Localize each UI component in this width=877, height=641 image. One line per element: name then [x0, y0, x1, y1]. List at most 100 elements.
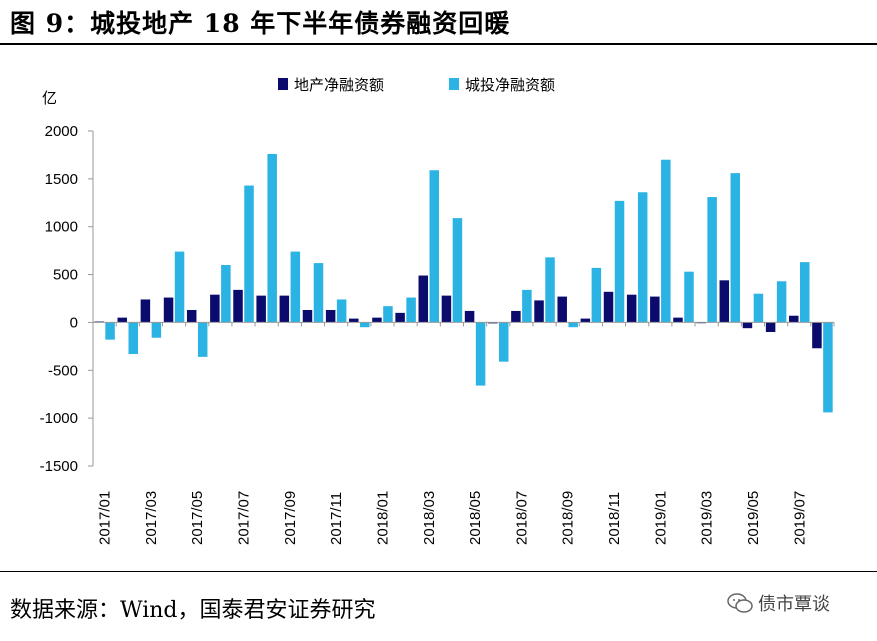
x-tick-label: 2017/05	[189, 491, 206, 545]
bar-lgfv-net-financing	[406, 297, 416, 323]
bar-lgfv-net-financing	[452, 218, 463, 323]
x-tick-label: 2017/03	[143, 491, 160, 545]
y-tick-label: 0	[70, 314, 78, 331]
bar-lgfv-net-financing	[244, 185, 254, 323]
bar-property-net-financing	[650, 296, 660, 323]
bar-property-net-financing	[765, 322, 776, 332]
bar-lgfv-net-financing	[823, 322, 833, 413]
watermark: 债市覃谈	[726, 590, 830, 616]
bar-property-net-financing	[812, 322, 822, 349]
x-tick-label: 2018/03	[421, 491, 438, 545]
bar-property-net-financing	[418, 275, 429, 323]
bar-lgfv-net-financing	[313, 263, 324, 323]
bar-property-net-financing	[302, 309, 313, 323]
bar-lgfv-net-financing	[568, 322, 578, 328]
bar-property-net-financing	[719, 280, 730, 323]
bar-property-net-financing	[626, 294, 637, 323]
bar-property-net-financing	[742, 322, 753, 329]
legend-label: 城投净融资额	[465, 76, 555, 94]
x-tick-label: 2017/07	[236, 491, 253, 545]
x-tick-label: 2017/11	[328, 492, 345, 545]
bar-property-net-financing	[140, 299, 151, 323]
x-tick-label: 2018/11	[606, 492, 623, 545]
watermark-text: 债市覃谈	[758, 594, 830, 615]
source-note: 数据来源：Wind，国泰君安证券研究	[10, 598, 376, 623]
bar-lgfv-net-financing	[730, 173, 741, 323]
y-tick-label: 500	[53, 267, 78, 284]
bar-property-net-financing	[534, 300, 544, 323]
bar-property-net-financing	[511, 310, 521, 323]
y-tick-label: 2000	[45, 123, 78, 140]
bar-lgfv-net-financing	[707, 197, 717, 323]
bar-property-net-financing	[557, 296, 567, 323]
bar-property-net-financing	[233, 289, 243, 323]
bars-group	[94, 153, 833, 413]
x-tick-label: 2019/03	[699, 491, 716, 545]
bar-lgfv-net-financing	[591, 267, 602, 323]
legend-swatch	[449, 78, 459, 90]
bar-lgfv-net-financing	[776, 281, 787, 323]
bar-property-net-financing	[325, 309, 336, 323]
bar-lgfv-net-financing	[151, 322, 162, 338]
bar-property-net-financing	[163, 297, 174, 323]
bar-lgfv-net-financing	[475, 322, 486, 386]
x-axis: 2017/01 2017/03 2017/05 2017/07 2017/09 2017/…	[92, 321, 835, 545]
y-unit-label: 亿	[42, 90, 57, 107]
bar-chart: 地产净融资额 城投净融资额 2000 1500 1000 500 0 -500 -1000 -1…	[40, 76, 835, 545]
bar-property-net-financing	[349, 318, 359, 323]
bar-property-net-financing	[395, 312, 405, 323]
bar-lgfv-net-financing	[522, 289, 532, 323]
bar-lgfv-net-financing	[174, 251, 185, 323]
bar-lgfv-net-financing	[360, 322, 370, 328]
x-tick-label: 2018/07	[513, 491, 530, 545]
bar-lgfv-net-financing	[383, 306, 393, 323]
chart-title: 图 9：城投地产 18 年下半年债券融资回暖	[10, 9, 511, 38]
source-divider	[0, 571, 877, 572]
bar-property-net-financing	[372, 317, 382, 323]
y-tick-label: 1000	[45, 219, 78, 236]
bar-lgfv-net-financing	[637, 192, 648, 323]
y-tick-label: -1500	[40, 458, 78, 475]
bar-lgfv-net-financing	[800, 262, 810, 323]
bar-lgfv-net-financing	[614, 200, 625, 323]
bar-lgfv-net-financing	[661, 159, 671, 323]
x-tick-label: 2017/01	[97, 491, 114, 545]
bar-property-net-financing	[789, 315, 799, 323]
bar-lgfv-net-financing	[267, 153, 277, 323]
bar-property-net-financing	[256, 295, 266, 323]
wechat-icon	[727, 593, 753, 613]
bar-property-net-financing	[117, 317, 127, 323]
bar-lgfv-net-financing	[753, 293, 764, 323]
bar-lgfv-net-financing	[429, 170, 440, 323]
bar-lgfv-net-financing	[336, 299, 347, 323]
bar-property-net-financing	[210, 294, 220, 323]
bar-lgfv-net-financing	[545, 257, 555, 323]
y-tick-label: -500	[48, 362, 78, 379]
bar-property-net-financing	[580, 318, 591, 323]
x-tick-label: 2019/07	[791, 491, 808, 545]
x-tick-label: 2019/05	[745, 491, 762, 545]
bar-property-net-financing	[279, 295, 290, 323]
legend-swatch	[278, 78, 288, 90]
bar-lgfv-net-financing	[221, 265, 231, 323]
legend: 地产净融资额 城投净融资额	[278, 76, 555, 94]
x-tick-label: 2018/09	[560, 491, 577, 545]
x-tick-label: 2018/05	[467, 491, 484, 545]
y-tick-label: -1000	[40, 410, 78, 427]
bar-property-net-financing	[186, 309, 197, 323]
bar-lgfv-net-financing	[290, 251, 301, 323]
bar-property-net-financing	[673, 317, 683, 323]
bar-lgfv-net-financing	[684, 271, 694, 323]
x-tick-label: 2019/01	[652, 491, 669, 545]
bar-property-net-financing	[603, 291, 614, 323]
bar-lgfv-net-financing	[105, 322, 115, 340]
bar-lgfv-net-financing	[197, 322, 208, 357]
y-tick-label: 1500	[45, 171, 78, 188]
bar-lgfv-net-financing	[498, 322, 509, 362]
x-tick-label: 2018/01	[374, 491, 391, 545]
title-divider	[0, 43, 877, 45]
bar-lgfv-net-financing	[128, 322, 138, 355]
x-tick-label: 2017/09	[282, 491, 299, 545]
y-axis: 2000 1500 1000 500 0 -500 -1000 -1500 亿	[40, 90, 94, 475]
legend-label: 地产净融资额	[294, 76, 384, 94]
